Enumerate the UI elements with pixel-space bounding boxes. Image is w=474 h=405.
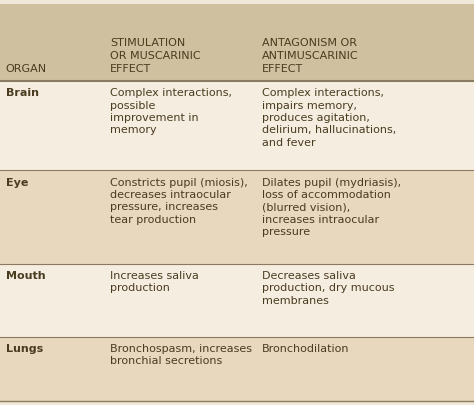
Text: STIMULATION
OR MUSCARINIC
EFFECT: STIMULATION OR MUSCARINIC EFFECT — [110, 38, 201, 74]
Text: Eye: Eye — [6, 177, 28, 188]
Bar — [0, 337, 474, 401]
Bar — [0, 4, 474, 81]
Text: Dilates pupil (mydriasis),
loss of accommodation
(blurred vision),
increases int: Dilates pupil (mydriasis), loss of accom… — [262, 177, 401, 237]
Bar — [0, 81, 474, 170]
Bar — [0, 264, 474, 337]
Text: Mouth: Mouth — [6, 271, 46, 281]
Text: Brain: Brain — [6, 88, 39, 98]
Text: Bronchodilation: Bronchodilation — [262, 344, 349, 354]
Text: Constricts pupil (miosis),
decreases intraocular
pressure, increases
tear produc: Constricts pupil (miosis), decreases int… — [110, 177, 248, 225]
Text: Decreases saliva
production, dry mucous
membranes: Decreases saliva production, dry mucous … — [262, 271, 394, 306]
Text: Bronchospasm, increases
bronchial secretions: Bronchospasm, increases bronchial secret… — [110, 344, 252, 366]
Text: Increases saliva
production: Increases saliva production — [110, 271, 199, 294]
Text: Complex interactions,
impairs memory,
produces agitation,
delirium, hallucinatio: Complex interactions, impairs memory, pr… — [262, 88, 396, 148]
Text: ANTAGONISM OR
ANTIMUSCARINIC
EFFECT: ANTAGONISM OR ANTIMUSCARINIC EFFECT — [262, 38, 358, 74]
Text: Lungs: Lungs — [6, 344, 43, 354]
Text: ORGAN: ORGAN — [6, 64, 47, 74]
Text: Complex interactions,
possible
improvement in
memory: Complex interactions, possible improveme… — [110, 88, 232, 135]
Bar — [0, 170, 474, 264]
